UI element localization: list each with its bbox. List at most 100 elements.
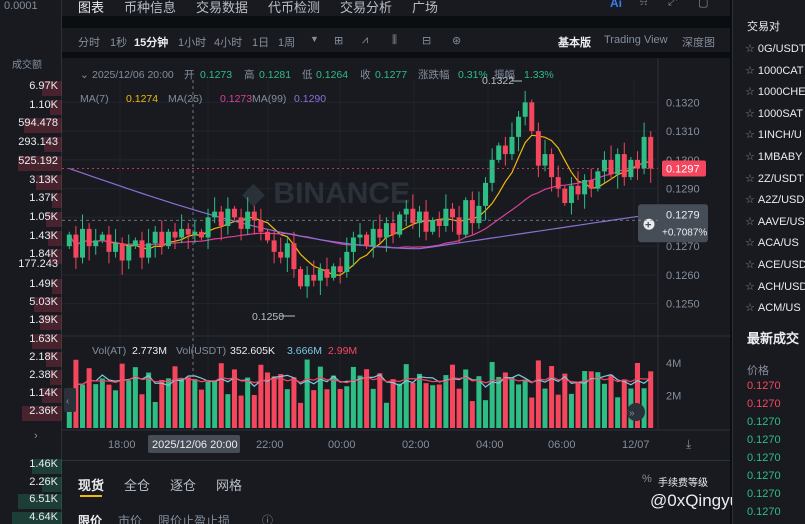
trade-tab-3[interactable]: 网格 (216, 478, 243, 493)
interval-3[interactable]: 1小时 (178, 37, 207, 49)
star-icon[interactable]: ☆ (745, 43, 755, 55)
pair-name: 0G/USDT (757, 43, 805, 55)
volume-bar (113, 390, 119, 428)
candle-body (119, 243, 125, 261)
pair-row[interactable]: ☆ A2Z/USD (745, 193, 804, 206)
pair-row[interactable]: ☆ ACM/US (745, 301, 801, 314)
candle-body (516, 116, 522, 137)
order-type-2[interactable]: 限价止盈止损 (158, 514, 231, 524)
trade-tab-2[interactable]: 逐仓 (170, 478, 197, 493)
candle-body (535, 131, 541, 166)
collapse-icon: ⌄ (80, 69, 89, 81)
settings-icon[interactable]: ⊛ (452, 35, 462, 47)
star-icon[interactable]: ☆ (745, 64, 755, 77)
candle-body (555, 177, 561, 189)
ask2-row: 1.63K (0, 333, 62, 349)
candle-body (449, 208, 456, 218)
ask2-row: 1.39K (0, 314, 62, 331)
star-icon[interactable]: ☆ (745, 280, 755, 293)
volume-bar (298, 402, 304, 428)
order-type-1[interactable]: 市价 (118, 514, 143, 524)
trade-tab-0[interactable]: 现货 (78, 478, 105, 493)
interval-2[interactable]: 15分钟 (134, 37, 169, 49)
interval-6[interactable]: 1周 (278, 37, 296, 49)
pair-name: AAVE/US (757, 215, 805, 228)
interval-0[interactable]: 分时 (78, 37, 100, 49)
view-2[interactable]: 深度图 (682, 37, 715, 49)
line-chart-icon[interactable]: ⩘ (362, 34, 369, 46)
pair-row[interactable]: ☆ 1000CAT (745, 64, 804, 77)
chevron-right-icon[interactable]: › (34, 430, 38, 442)
volume-bar (549, 366, 555, 428)
star-icon[interactable]: ☆ (745, 86, 755, 99)
top-tab-4[interactable]: 交易分析 (340, 0, 393, 15)
candle-body (165, 231, 171, 247)
trade-tab-1[interactable]: 全仓 (124, 478, 151, 493)
price-axis-label: 0.1250 (666, 299, 700, 311)
top-tab-5[interactable]: 广场 (412, 0, 439, 15)
candlestick-chart[interactable]: ◆ BINANCE 0.13200.13100.13000.12900.1280… (62, 58, 730, 460)
candle-body (291, 243, 297, 270)
indicator-icon[interactable]: ⊞ (334, 35, 344, 47)
star-icon[interactable]: ☆ (745, 259, 755, 271)
window-icon[interactable]: ▢ (698, 0, 709, 9)
star-icon[interactable]: ☆ (745, 302, 755, 315)
volume-bar (258, 364, 264, 428)
ask2-row: 1.49K (0, 278, 62, 294)
pair-row[interactable]: ☆ ACE/USD (745, 258, 805, 271)
star-icon[interactable]: ☆ (745, 151, 755, 163)
volume-bar (509, 377, 515, 428)
reset-scale-icon[interactable]: ⤓ (686, 437, 692, 451)
volume-bar (146, 372, 152, 428)
trade-price: 0.1270 (747, 506, 781, 518)
expand-icon[interactable]: ⤢ (668, 0, 677, 8)
volume-bar (469, 401, 475, 428)
orderbook-header: 成交额 (12, 60, 42, 71)
pair-row[interactable]: ☆ 0G/USDT (745, 42, 805, 55)
candle-body (251, 211, 257, 221)
cursor-price-box (638, 204, 708, 243)
pair-row[interactable]: ☆ 2Z/USDT (745, 172, 804, 185)
star-icon[interactable]: ☆ (745, 129, 755, 142)
pair-row[interactable]: ☆ 1MBABY (745, 150, 803, 163)
pair-row[interactable]: ☆ AAVE/US (745, 215, 805, 228)
top-tab-0[interactable]: 图表 (78, 0, 105, 15)
star-icon[interactable]: ☆ (745, 194, 755, 207)
star-icon[interactable]: ☆ (745, 215, 755, 228)
candle-body (225, 208, 231, 226)
low-note: 0.1250 (252, 311, 284, 323)
scroll-left-button[interactable] (64, 388, 76, 412)
open-label: 开 (184, 69, 195, 81)
ask-row: 1.37K (0, 192, 62, 209)
view-0[interactable]: 基本版 (558, 37, 591, 49)
draw-tool-icon[interactable]: ⊟ (422, 35, 432, 47)
candle-body (192, 231, 198, 235)
star-icon[interactable]: ☆ (745, 107, 755, 120)
interval-1[interactable]: 1秒 (110, 37, 128, 49)
scroll-right-button[interactable] (627, 403, 645, 421)
interval-5[interactable]: 1日 (252, 37, 270, 49)
ask-depth-bar (44, 137, 62, 153)
top-tab-1[interactable]: 币种信息 (124, 0, 177, 15)
ask2-value: 1.39K (29, 314, 58, 327)
star-icon[interactable]: ☆ (745, 237, 755, 250)
pair-row[interactable]: ☆ 1000CHE (745, 85, 805, 98)
add-alert-icon[interactable] (643, 218, 655, 230)
star-icon[interactable]: ☆ (745, 172, 755, 185)
order-type-0[interactable]: 限价 (78, 514, 103, 524)
ai-icon[interactable]: Ai (610, 0, 622, 10)
interval-dropdown-icon[interactable]: ▼ (310, 34, 319, 44)
pair-row[interactable]: ☆ ACH/USD (745, 280, 805, 293)
bell-icon[interactable]: ⍾ (640, 0, 648, 8)
interval-4[interactable]: 4小时 (214, 37, 243, 49)
top-tab-2[interactable]: 交易数据 (196, 0, 249, 15)
view-1[interactable]: Trading View (604, 34, 668, 46)
fee-level-link[interactable]: 手续费等级 (658, 478, 708, 489)
volume-bar (205, 381, 211, 428)
top-tab-3[interactable]: 代币检测 (268, 0, 321, 15)
volume-bar (364, 369, 370, 428)
pair-row[interactable]: ☆ 1INCH/U (745, 128, 802, 141)
candle-type-icon[interactable]: ⫼ (392, 34, 398, 46)
pair-row[interactable]: ☆ ACA/US (745, 236, 799, 249)
pair-row[interactable]: ☆ 1000SAT (745, 107, 803, 120)
